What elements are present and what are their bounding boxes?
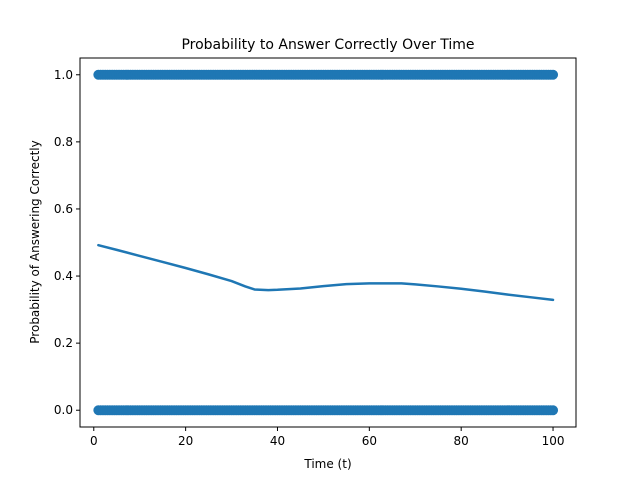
line-layer [97, 243, 555, 302]
y-tick-label: 0.6 [54, 202, 73, 216]
scatter-point [548, 405, 559, 416]
y-axis: 0.0 0.2 0.4 0.6 0.8 1.0 [54, 68, 80, 417]
trend-line [97, 243, 555, 302]
x-tick-label: 40 [270, 434, 285, 448]
y-axis-label: Probability of Answering Correctly [28, 140, 42, 343]
y-tick-label: 0.0 [54, 403, 73, 417]
scatter-layer [93, 69, 559, 416]
x-tick-label: 0 [90, 434, 98, 448]
y-tick-label: 1.0 [54, 68, 73, 82]
x-tick-label: 20 [178, 434, 193, 448]
x-tick-label: 60 [362, 434, 377, 448]
chart-title: Probability to Answer Correctly Over Tim… [181, 37, 474, 53]
x-axis: 0 20 40 60 80 100 [90, 427, 565, 448]
y-tick-label: 0.8 [54, 135, 73, 149]
x-tick-label: 80 [454, 434, 469, 448]
scatter-point [548, 69, 559, 80]
x-axis-label: Time (t) [303, 457, 351, 471]
y-tick-label: 0.2 [54, 336, 73, 350]
x-tick-label: 100 [542, 434, 565, 448]
y-tick-label: 0.4 [54, 269, 73, 283]
plot-area-frame [79, 57, 577, 428]
